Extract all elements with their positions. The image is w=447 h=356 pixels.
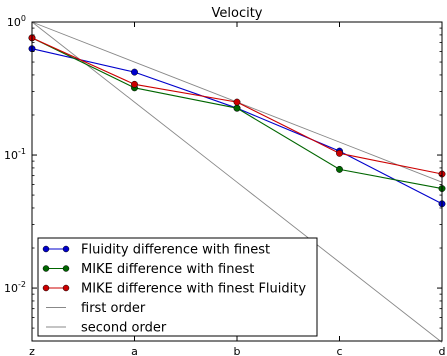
legend-label-mike-difference-with-finest: MIKE difference with finest bbox=[81, 262, 254, 277]
series-layer bbox=[28, 21, 446, 343]
legend-box bbox=[37, 237, 318, 337]
legend-label-second-order: second order bbox=[81, 321, 167, 336]
x-tick-label-b: b bbox=[234, 345, 241, 356]
legend-label-first-order: first order bbox=[81, 301, 146, 316]
legend-marker-fluidity-difference-with-finest bbox=[42, 245, 50, 253]
legend-label-fluidity-difference-with-finest: Fluidity difference with finest bbox=[81, 243, 270, 258]
data-point-mike-difference-with-finest-fluidity-c bbox=[336, 149, 343, 157]
series-line-second-order bbox=[31, 21, 443, 343]
legend-marker-fluidity-difference-with-finest bbox=[62, 245, 70, 253]
data-point-mike-difference-with-finest-b bbox=[233, 104, 241, 112]
series-line-fluidity-difference-with-finest bbox=[31, 48, 443, 205]
legend-marker-mike-difference-with-finest bbox=[62, 265, 70, 272]
y-tick-label--2: 10-2 bbox=[4, 280, 26, 295]
data-point-mike-difference-with-finest-fluidity-a bbox=[131, 80, 138, 88]
y-tick-label--1: 10-1 bbox=[4, 147, 26, 162]
data-point-mike-difference-with-finest-c bbox=[336, 165, 343, 173]
x-tick-label-c: c bbox=[336, 345, 342, 356]
data-point-mike-difference-with-finest-fluidity-b bbox=[233, 98, 241, 106]
chart-title: Velocity bbox=[212, 6, 263, 21]
y-tick-label-0: 100 bbox=[7, 14, 26, 29]
legend: Fluidity difference with finest MIKE diff… bbox=[37, 237, 318, 337]
series-line-mike-difference-with-finest bbox=[31, 37, 443, 190]
legend-marker-mike-difference-with-finest-fluidity bbox=[62, 284, 70, 292]
data-point-fluidity-difference-with-finest-a bbox=[131, 68, 138, 76]
legend-label-mike-difference-with-finest-fluidity: MIKE difference with finest Fluidity bbox=[81, 282, 306, 297]
x-tick-label-d: d bbox=[439, 345, 446, 356]
x-tick-label-a: a bbox=[131, 345, 138, 356]
legend-marker-mike-difference-with-finest bbox=[42, 265, 50, 272]
axes-layer: z a b c d 100 10-1 10-2 bbox=[4, 14, 445, 356]
legend-marker-mike-difference-with-finest-fluidity bbox=[42, 284, 50, 292]
x-tick-label-z: z bbox=[29, 345, 35, 356]
